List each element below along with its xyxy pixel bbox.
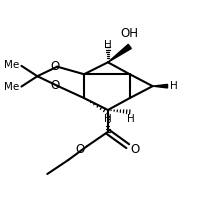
Text: H: H xyxy=(104,40,112,50)
Text: O: O xyxy=(50,79,60,92)
Text: H: H xyxy=(104,114,112,124)
Text: OH: OH xyxy=(121,28,139,40)
Polygon shape xyxy=(153,84,167,88)
Text: O: O xyxy=(75,143,84,156)
Text: H: H xyxy=(128,114,135,124)
Text: Me: Me xyxy=(4,60,19,70)
Text: O: O xyxy=(50,60,60,73)
Text: Me: Me xyxy=(4,82,19,92)
Polygon shape xyxy=(108,44,131,62)
Text: H: H xyxy=(170,81,178,91)
Text: O: O xyxy=(131,143,140,156)
